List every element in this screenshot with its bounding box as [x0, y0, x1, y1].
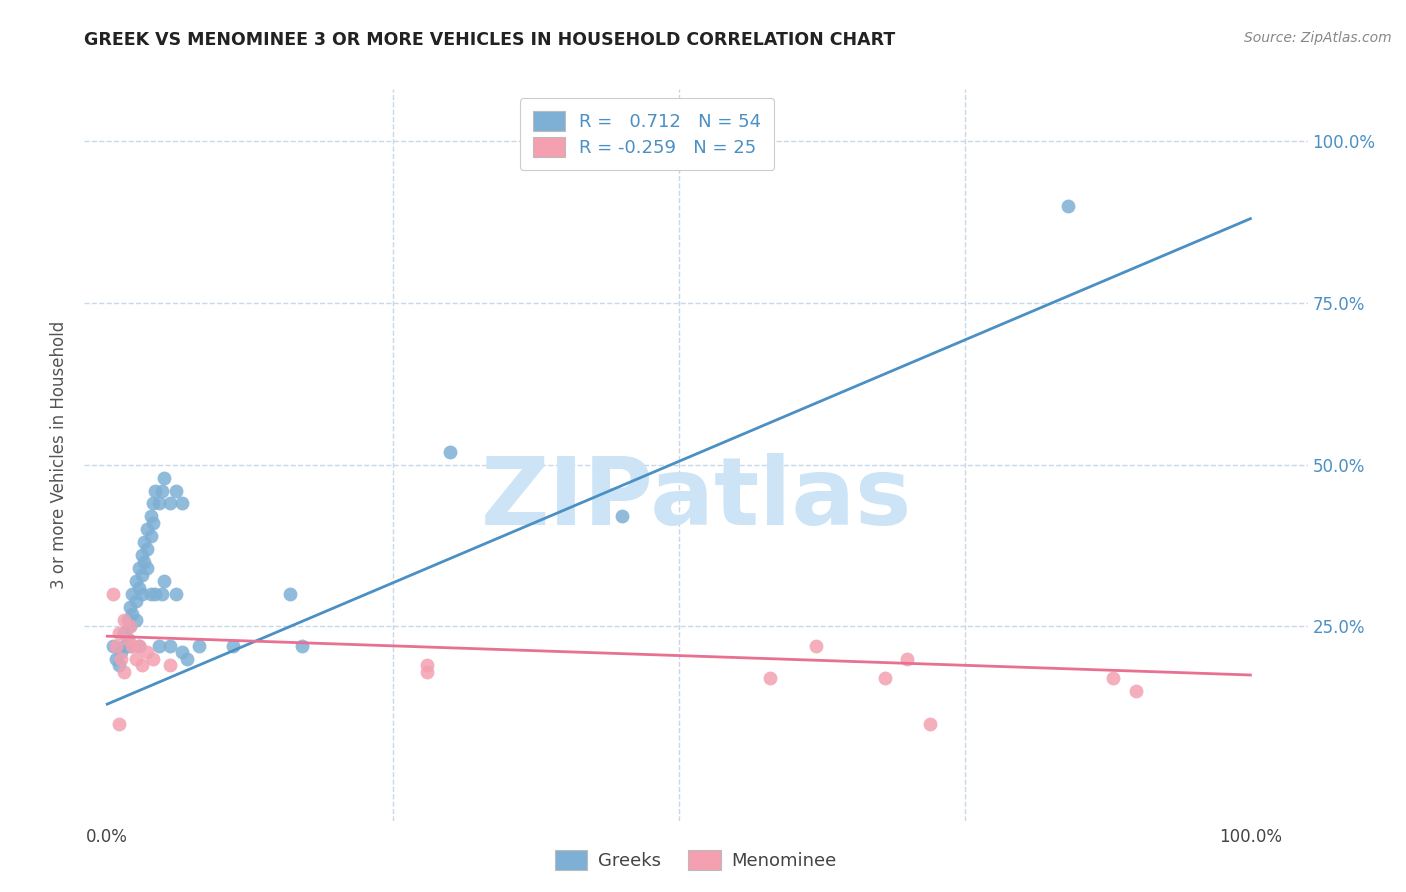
- Point: [112, 626, 135, 640]
- Point: [125, 652, 148, 666]
- Point: [170, 496, 193, 510]
- Point: [187, 639, 209, 653]
- Point: [159, 639, 181, 653]
- Point: [139, 529, 162, 543]
- Point: [148, 639, 170, 653]
- Point: [105, 639, 128, 653]
- Text: ZIPatlas: ZIPatlas: [481, 453, 911, 545]
- Point: [143, 483, 166, 498]
- Point: [121, 607, 143, 621]
- Point: [920, 716, 942, 731]
- Point: [110, 652, 132, 666]
- Point: [110, 645, 132, 659]
- Point: [873, 671, 896, 685]
- Point: [759, 671, 782, 685]
- Point: [153, 574, 176, 589]
- Point: [107, 716, 129, 731]
- Point: [112, 639, 135, 653]
- Point: [136, 541, 159, 556]
- Point: [278, 587, 301, 601]
- Point: [107, 658, 129, 673]
- Point: [165, 587, 187, 601]
- Point: [121, 639, 143, 653]
- Text: Source: ZipAtlas.com: Source: ZipAtlas.com: [1244, 31, 1392, 45]
- Point: [117, 632, 139, 647]
- Point: [290, 639, 312, 653]
- Point: [107, 626, 129, 640]
- Point: [1056, 199, 1078, 213]
- Point: [1125, 684, 1147, 698]
- Point: [142, 516, 165, 530]
- Point: [159, 496, 181, 510]
- Point: [117, 613, 139, 627]
- Point: [416, 658, 439, 673]
- Point: [121, 587, 143, 601]
- Point: [143, 587, 166, 601]
- Point: [176, 652, 198, 666]
- Point: [128, 561, 150, 575]
- Point: [101, 587, 124, 601]
- Point: [416, 665, 439, 679]
- Point: [120, 619, 142, 633]
- Point: [128, 581, 150, 595]
- Point: [136, 645, 159, 659]
- Point: [125, 593, 148, 607]
- Point: [148, 496, 170, 510]
- Y-axis label: 3 or more Vehicles in Household: 3 or more Vehicles in Household: [51, 321, 69, 589]
- Point: [112, 613, 135, 627]
- Point: [117, 632, 139, 647]
- Point: [128, 639, 150, 653]
- Point: [165, 483, 187, 498]
- Point: [131, 567, 153, 582]
- Point: [131, 548, 153, 562]
- Point: [132, 555, 155, 569]
- Point: [896, 652, 918, 666]
- Point: [125, 613, 148, 627]
- Text: GREEK VS MENOMINEE 3 OR MORE VEHICLES IN HOUSEHOLD CORRELATION CHART: GREEK VS MENOMINEE 3 OR MORE VEHICLES IN…: [84, 31, 896, 49]
- Point: [1102, 671, 1125, 685]
- Point: [120, 639, 142, 653]
- Point: [222, 639, 245, 653]
- Point: [131, 587, 153, 601]
- Point: [150, 587, 173, 601]
- Point: [139, 587, 162, 601]
- Point: [804, 639, 827, 653]
- Point: [105, 652, 128, 666]
- Point: [610, 509, 633, 524]
- Point: [139, 509, 162, 524]
- Point: [128, 639, 150, 653]
- Point: [153, 470, 176, 484]
- Point: [136, 522, 159, 536]
- Point: [142, 652, 165, 666]
- Point: [120, 619, 142, 633]
- Point: [136, 561, 159, 575]
- Point: [112, 665, 135, 679]
- Point: [131, 658, 153, 673]
- Legend: Greeks, Menominee: Greeks, Menominee: [548, 843, 844, 878]
- Point: [170, 645, 193, 659]
- Point: [159, 658, 181, 673]
- Point: [120, 600, 142, 615]
- Point: [125, 574, 148, 589]
- Point: [439, 444, 461, 458]
- Point: [142, 496, 165, 510]
- Point: [101, 639, 124, 653]
- Point: [132, 535, 155, 549]
- Point: [150, 483, 173, 498]
